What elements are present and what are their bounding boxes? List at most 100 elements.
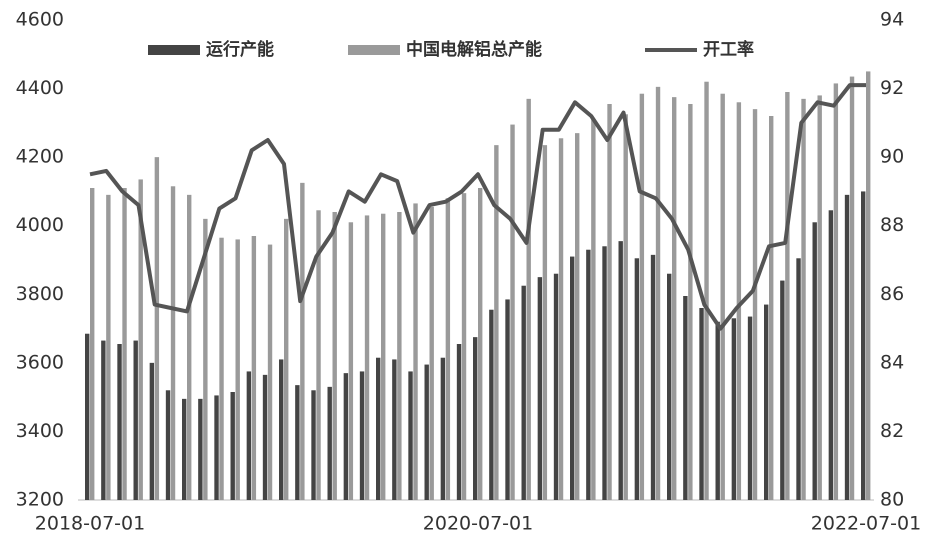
bar <box>575 133 580 500</box>
bar <box>521 285 526 500</box>
bar <box>133 340 138 500</box>
y-tick-label: 4000 <box>16 214 64 236</box>
bar <box>327 386 332 500</box>
bar <box>861 191 866 500</box>
y2-tick-label: 86 <box>880 283 904 305</box>
bar <box>510 124 515 501</box>
bar <box>591 119 596 500</box>
bar <box>639 93 645 500</box>
bar <box>812 222 817 501</box>
bar <box>348 222 354 501</box>
bar <box>801 98 806 500</box>
bar <box>866 71 871 500</box>
bar <box>602 246 607 500</box>
bar <box>833 83 839 500</box>
bar <box>720 93 725 500</box>
bar <box>295 385 300 500</box>
bar <box>736 102 742 501</box>
bar <box>699 308 704 500</box>
y2-tick-label: 90 <box>880 146 904 168</box>
bar <box>149 362 155 500</box>
x-tick-label: 2018-07-01 <box>35 513 145 535</box>
bar <box>704 81 709 500</box>
y-tick-label: 4200 <box>16 146 64 168</box>
bar <box>429 206 434 500</box>
bar <box>154 157 160 500</box>
y2-tick-label: 94 <box>880 9 904 31</box>
legend-swatch <box>148 45 200 55</box>
bar <box>246 371 252 500</box>
bar <box>796 258 801 500</box>
bar <box>553 273 559 500</box>
bar <box>343 373 349 500</box>
bar <box>607 104 612 500</box>
bar <box>667 273 672 500</box>
bar <box>456 344 462 500</box>
y-tick-label: 3800 <box>16 283 64 305</box>
bar <box>558 138 564 501</box>
bar <box>230 392 235 500</box>
bar <box>731 318 737 500</box>
y2-tick-label: 84 <box>880 351 904 373</box>
bar <box>251 236 257 500</box>
bar <box>828 210 834 501</box>
bar <box>526 98 531 500</box>
bar <box>376 357 381 500</box>
bar <box>655 86 661 500</box>
bar <box>424 364 429 500</box>
bar <box>122 188 127 500</box>
bar <box>542 145 548 500</box>
bar <box>279 359 284 500</box>
bar <box>170 186 176 501</box>
bar <box>688 104 693 500</box>
bar <box>785 92 790 500</box>
bar <box>489 309 494 500</box>
bar <box>359 371 365 500</box>
bar <box>715 321 720 500</box>
bar <box>505 299 510 500</box>
bar <box>570 256 575 500</box>
bar <box>747 316 753 500</box>
y2-tick-label: 92 <box>880 77 904 99</box>
y-tick-label: 3600 <box>16 351 64 373</box>
legend-label: 中国电解铝总产能 <box>406 39 542 60</box>
bar <box>364 215 370 500</box>
bar <box>672 97 677 501</box>
bar <box>106 194 111 500</box>
bar <box>650 254 656 500</box>
bar <box>473 337 478 500</box>
bar <box>262 374 268 500</box>
x-tick-label: 2020-07-01 <box>423 513 533 535</box>
bar <box>752 109 758 501</box>
bar <box>235 239 240 500</box>
bar <box>494 145 499 500</box>
bar <box>267 244 273 500</box>
bar <box>478 188 483 500</box>
legend-label: 开工率 <box>703 39 754 60</box>
bar <box>182 398 187 500</box>
bar <box>440 357 446 500</box>
bar <box>445 198 451 501</box>
y2-tick-label: 88 <box>880 214 904 236</box>
bar <box>214 395 219 500</box>
bar <box>101 340 106 500</box>
bar <box>198 398 203 500</box>
y-tick-label: 4600 <box>16 9 64 31</box>
bar <box>586 249 591 500</box>
legend-swatch <box>348 45 400 55</box>
bar <box>316 210 321 501</box>
bar <box>332 212 337 500</box>
bar <box>461 193 467 500</box>
line <box>89 83 866 331</box>
bar <box>683 296 688 500</box>
bar <box>623 114 628 501</box>
bar <box>849 76 855 501</box>
bar <box>392 359 397 500</box>
bar <box>769 116 774 500</box>
bar <box>844 194 850 500</box>
y-tick-label: 4400 <box>16 77 64 99</box>
bar <box>618 241 623 500</box>
bar <box>634 258 640 500</box>
bar <box>764 304 769 500</box>
